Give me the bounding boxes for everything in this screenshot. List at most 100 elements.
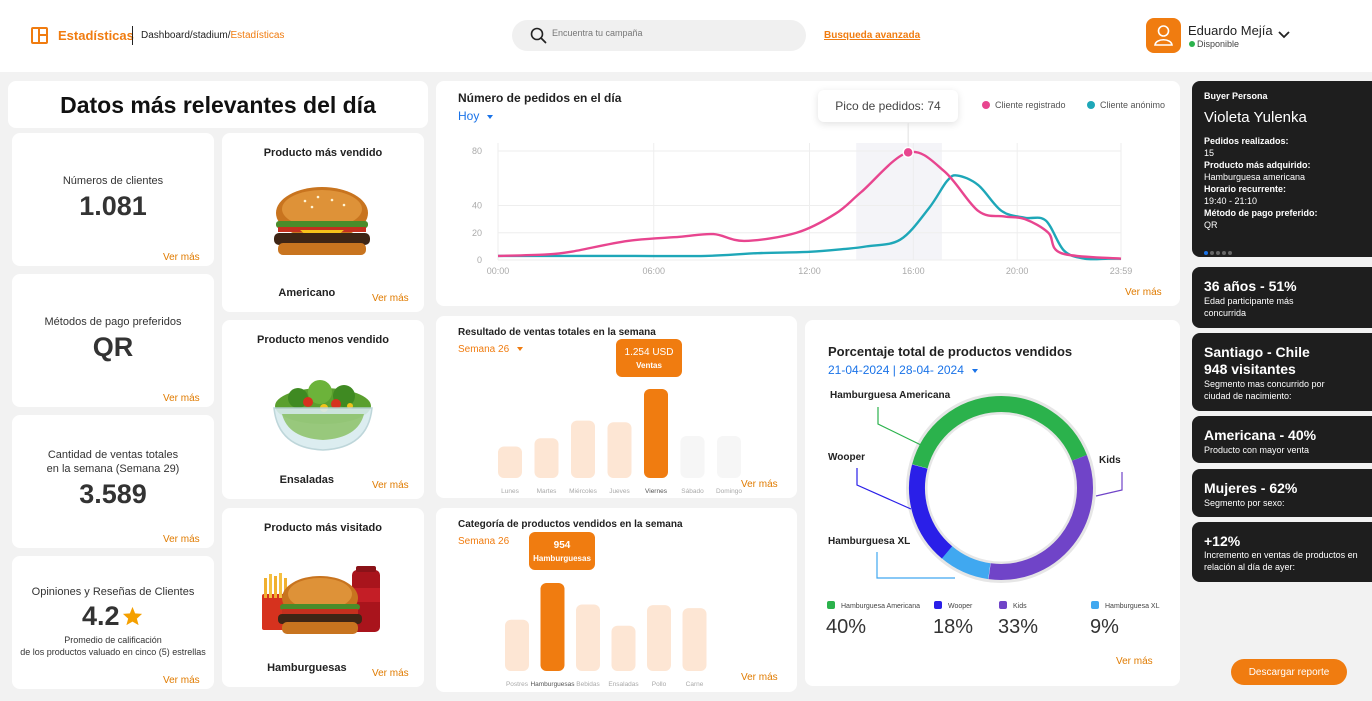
user-icon: [1154, 25, 1173, 46]
best-product-title: Producto más vendido: [263, 147, 383, 159]
carousel-dot[interactable]: [1210, 251, 1214, 255]
burger-icon: [274, 187, 370, 255]
y-tick-label: 20: [472, 228, 482, 238]
worst-product-title: Producto menos vendido: [256, 334, 389, 346]
category-label: Postres: [506, 681, 529, 688]
search-input[interactable]: [552, 28, 792, 38]
reviews-card: Opiniones y Reseñas de Clientes 4.2 Prom…: [12, 556, 214, 689]
insight-card-gender: Mujeres - 62% Segmento por sexo:: [1192, 469, 1372, 517]
ver-mas-link[interactable]: Ver más: [741, 479, 778, 490]
search-box[interactable]: [512, 20, 806, 51]
category-week-dropdown[interactable]: Semana 26: [458, 536, 509, 547]
clients-card: Números de clientes 1.081 Ver más: [12, 133, 214, 266]
ver-mas-link[interactable]: Ver más: [163, 393, 200, 404]
bar-hamburguesas: [540, 583, 565, 671]
persona-payment-value: QR: [1204, 220, 1218, 230]
chevron-down-icon[interactable]: [1277, 29, 1291, 41]
ver-mas-link[interactable]: Ver más: [1116, 656, 1153, 667]
insight-card-age: 36 años - 51% Edad participante más conc…: [1192, 267, 1372, 328]
insight-card-product: Americana - 40% Producto con mayor venta: [1192, 416, 1372, 463]
caret-down-icon: [487, 114, 494, 119]
sales-label-line1: Cantidad de ventas totales: [47, 449, 179, 461]
advanced-search-link[interactable]: Busqueda avanzada: [824, 30, 921, 41]
donut-label-wooper: Wooper: [828, 452, 866, 463]
bar-martes: [534, 438, 559, 478]
weekly-sales-title: Resultado de ventas totales en la semana: [458, 327, 656, 338]
insight-big: Americana - 40%: [1204, 427, 1317, 443]
category-week-value: Semana 26: [458, 536, 510, 547]
buyer-persona-card: Buyer Persona Violeta Yulenka Pedidos re…: [1192, 81, 1372, 257]
persona-name: Violeta Yulenka: [1204, 109, 1307, 126]
bar-domingo: [717, 436, 741, 478]
ver-mas-link[interactable]: Ver más: [163, 534, 200, 545]
donut-slice-kids: [988, 455, 1093, 580]
clients-label: Números de clientes: [62, 175, 164, 187]
avatar[interactable]: [1146, 18, 1181, 53]
category-label: Jueves: [609, 488, 630, 495]
visited-product-name: Hamburguesas: [267, 662, 347, 674]
sales-tooltip: 1.254 USD Ventas: [616, 339, 682, 377]
legend-label: Hamburguesa XL: [1105, 603, 1160, 610]
legend-percent: 18%: [933, 616, 973, 638]
breadcrumb-path[interactable]: Dashboard/stadium/: [141, 30, 231, 41]
category-label: Miércoles: [569, 488, 598, 495]
insight-big: 36 años - 51%: [1204, 278, 1297, 294]
period-dropdown[interactable]: Hoy: [458, 109, 494, 123]
ver-mas-link[interactable]: Ver más: [163, 252, 200, 263]
ver-mas-link[interactable]: Ver más: [372, 293, 409, 304]
category-tooltip: 954 Hamburguesas: [529, 532, 595, 570]
insight-big: Mujeres - 62%: [1204, 480, 1298, 496]
persona-schedule-value: 19:40 - 21:10: [1204, 196, 1258, 206]
leader-americana: [877, 407, 924, 447]
category-label: Domingo: [716, 488, 742, 495]
ver-mas-link[interactable]: Ver más: [372, 480, 409, 491]
category-label: Carne: [686, 681, 704, 688]
bar-miércoles: [571, 420, 595, 478]
bar-jueves: [607, 422, 632, 478]
donut-slice-hamburguesa-americana: [912, 396, 1087, 469]
leader-wooper: [856, 468, 912, 510]
date-range-dropdown[interactable]: 21-04-2024 | 28-04- 2024: [828, 363, 978, 377]
carousel-dot[interactable]: [1222, 251, 1226, 255]
x-tick-label: 16:00: [902, 266, 925, 276]
ver-mas-link[interactable]: Ver más: [741, 672, 778, 683]
carousel-dot-active[interactable]: [1204, 251, 1208, 255]
carousel-dot[interactable]: [1216, 251, 1220, 255]
carousel-dot[interactable]: [1228, 251, 1232, 255]
worst-product-name: Ensaladas: [279, 474, 335, 486]
peak-tooltip: Pico de pedidos: 74: [818, 90, 958, 122]
x-tick-label: 20:00: [1006, 266, 1029, 276]
carousel-dots[interactable]: [1204, 242, 1232, 260]
persona-payment-label: Método de pago preferido:: [1204, 208, 1318, 218]
donut-label-kids: Kids: [1099, 455, 1121, 466]
ver-mas-link[interactable]: Ver más: [163, 675, 200, 686]
orders-line-chart: 0 20 40 80 00:00 06:00 12:00 16:00 20:00 23:59: [472, 123, 1132, 276]
persona-orders-value: 15: [1204, 148, 1215, 158]
persona-header: Buyer Persona: [1204, 91, 1268, 101]
donut-slice-wooper: [909, 464, 953, 559]
insight-small: Producto con mayor venta: [1204, 445, 1310, 455]
legend-swatch: [827, 601, 835, 609]
ver-mas-link[interactable]: Ver más: [1125, 287, 1162, 298]
worst-product-card: Producto menos vendido Ensaladas Ver más: [222, 320, 424, 499]
bar-carne: [682, 608, 707, 671]
top-header: Estadísticas Dashboard/stadium/Estadísti…: [0, 0, 1372, 72]
user-name: Eduardo Mejía: [1188, 23, 1273, 38]
persona-orders-label: Pedidos realizados:: [1204, 136, 1289, 146]
sales-tooltip-value: 1.254 USD: [624, 347, 674, 358]
week-dropdown[interactable]: Semana 26: [458, 344, 524, 355]
category-chart-title: Categoría de productos vendidos en la se…: [458, 519, 683, 530]
legend-swatch: [934, 601, 942, 609]
category-tooltip-label: Hamburguesas: [533, 554, 591, 563]
donut-label-xl: Hamburguesa XL: [828, 536, 911, 547]
legend-swatch: [1091, 601, 1099, 609]
bar-ensaladas: [611, 625, 636, 671]
bar-bebidas: [576, 604, 600, 671]
breadcrumb: Dashboard/stadium/Estadísticas: [141, 30, 284, 41]
x-tick-label: 06:00: [642, 266, 665, 276]
insight-small: Incremento en ventas de productos en rel…: [1204, 550, 1358, 572]
category-bar-chart: Postres Hamburguesas Bebidas Ensaladas Pollo…: [505, 583, 707, 688]
salad-icon: [273, 380, 373, 451]
download-report-button[interactable]: Descargar reporte: [1231, 659, 1347, 685]
ver-mas-link[interactable]: Ver más: [372, 668, 409, 679]
